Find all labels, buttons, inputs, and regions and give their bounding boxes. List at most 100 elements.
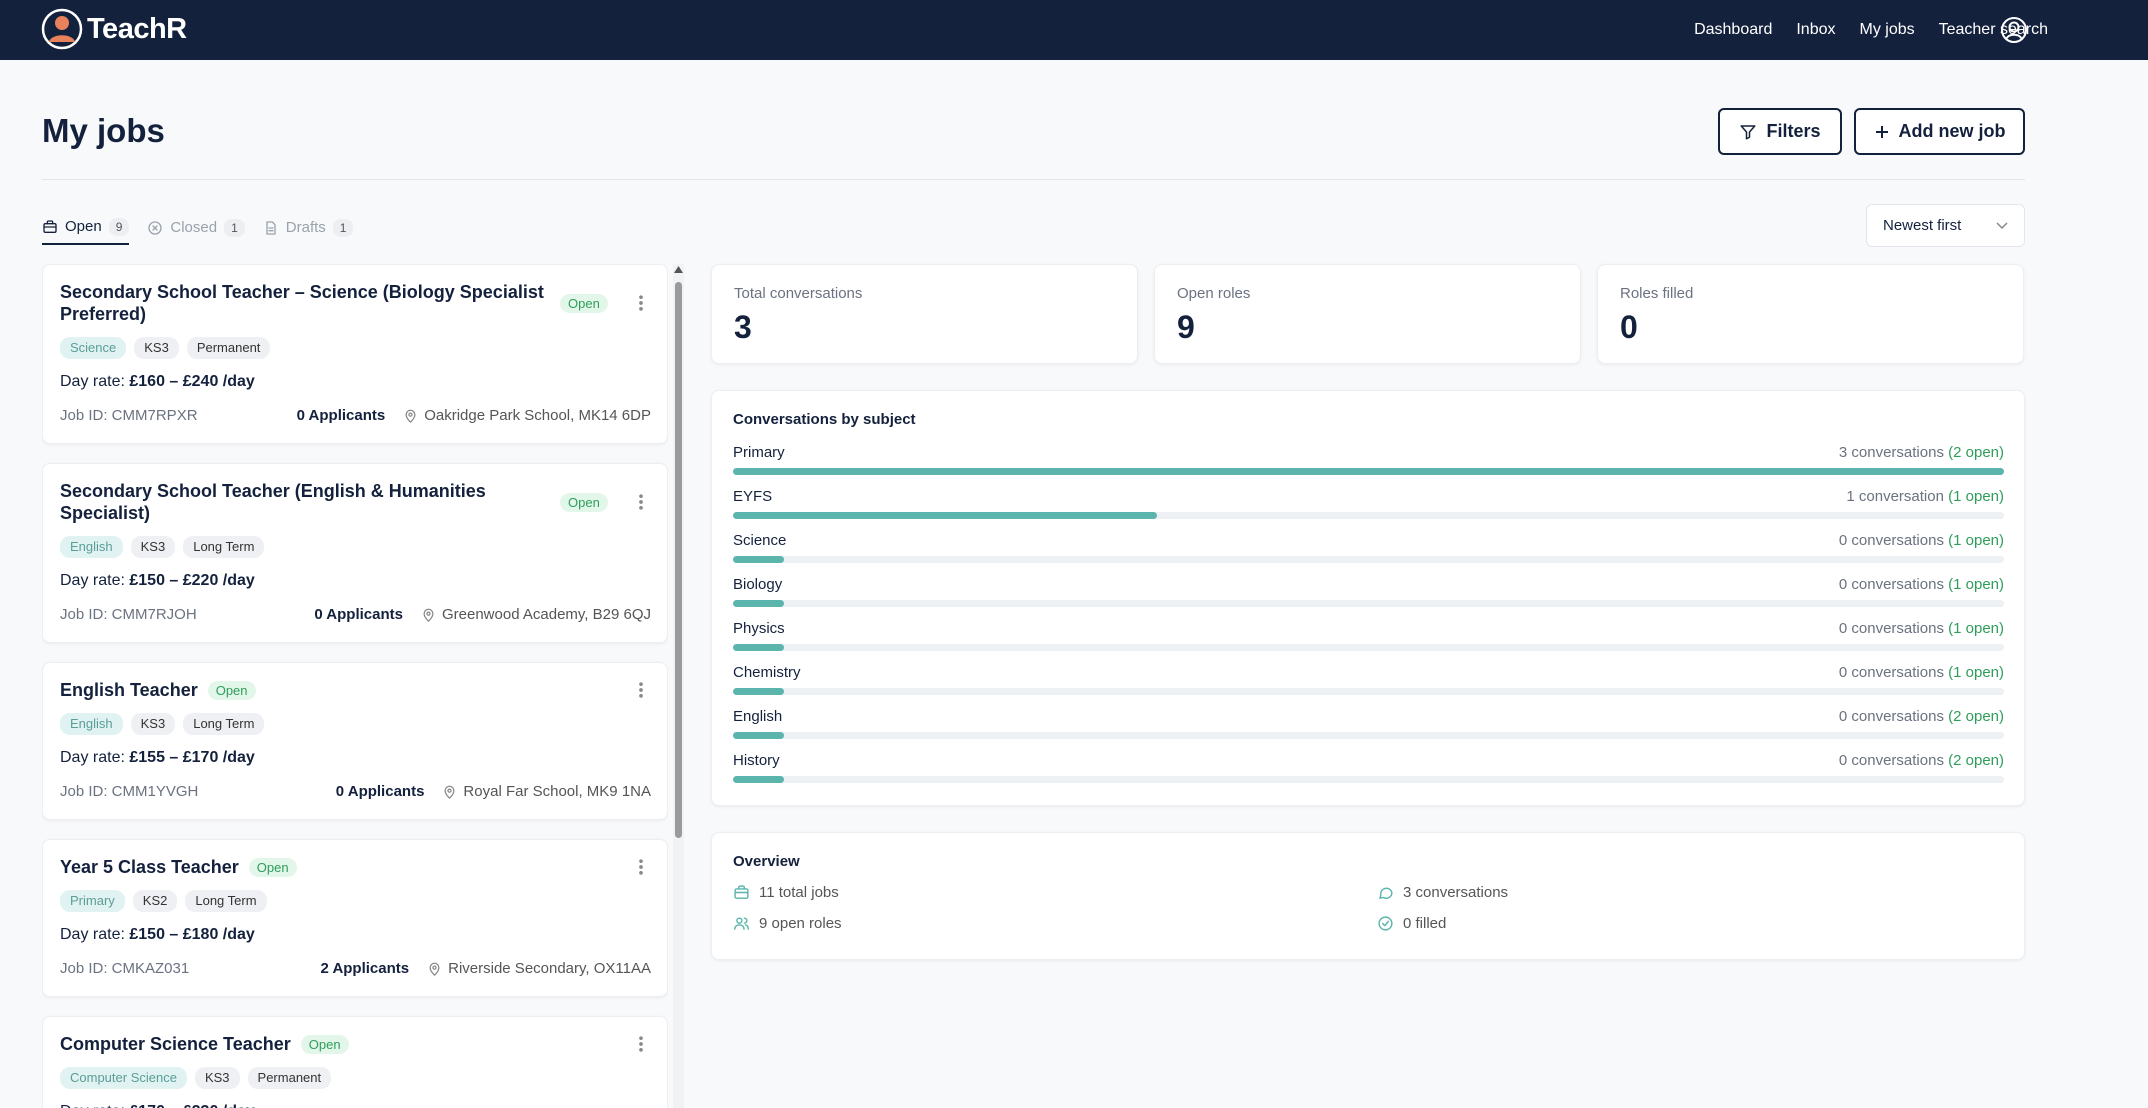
add-job-button[interactable]: Add new job [1854,108,2025,155]
subject-counts: 0 conversations (1 open) [1839,530,2004,552]
subject-row: Physics 0 conversations (1 open) [733,618,2004,662]
job-card[interactable]: Secondary School Teacher (English & Huma… [42,463,668,643]
tab-icon [266,220,276,235]
subjects-panel: Conversations by subject Primary 3 conver… [711,390,2025,806]
location-text: Riverside Secondary, OX11AA [448,960,651,977]
open-count: (2 open) [1948,708,2004,725]
more-menu[interactable] [631,680,651,700]
sort-dropdown[interactable]: Newest first [1866,204,2025,247]
more-menu[interactable] [631,293,651,313]
tab-icon [148,220,163,235]
open-count: (1 open) [1948,532,2004,549]
conversation-count: 0 conversations [1838,752,1944,769]
location: Oakridge Park School, MK14 6DP [403,405,651,427]
overview-text: 0 filled [1403,915,1447,932]
job-card[interactable]: English Teacher Open English KS3 Long Term Da… [42,662,668,820]
day-rate-value: £155 – £170 /day [129,749,255,766]
tag-list: Science KS3 Permanent [60,337,651,359]
job-title: English Teacher [60,680,198,700]
progress-bar [733,468,2004,475]
subject-row-header: Science 0 conversations (1 open) [733,530,2004,552]
stat-label: Roles filled [1620,285,1694,302]
progress-bar [733,732,784,739]
job-card-header: Secondary School Teacher – Science (Biol… [60,281,651,325]
conversation-count: 0 conversations [1838,620,1944,637]
conversation-count: 0 conversations [1838,576,1944,593]
subject-name: History [733,752,780,769]
subject-name: EYFS [733,488,773,505]
progress-track [733,732,2004,739]
subject-row-header: Physics 0 conversations (1 open) [733,618,2004,640]
stat-card: Open roles 9 [1154,264,1581,364]
day-rate: Day rate: £155 – £170 /day [60,747,651,769]
brand-logo [41,8,83,50]
filters-button[interactable]: Filters [1718,108,1842,155]
scrollbar-thumb[interactable] [675,282,682,838]
job-card[interactable]: Secondary School Teacher – Science (Biol… [42,264,668,444]
subject-row: English 0 conversations (2 open) [733,706,2004,750]
subject-row-header: English 0 conversations (2 open) [733,706,2004,728]
applicants: 2 Applicants [320,960,410,977]
subjects-title: Conversations by subject [733,411,916,428]
progress-bar [733,556,784,563]
account-icon[interactable] [2000,16,2028,44]
tab[interactable]: Open 9 [42,210,130,245]
subject-row: Chemistry 0 conversations (1 open) [733,662,2004,706]
job-card[interactable]: Year 5 Class Teacher Open Primary KS2 Long T… [42,839,668,997]
subject-row-header: Primary 3 conversations (2 open) [733,442,2004,464]
job-card[interactable]: Computer Science Teacher Open Computer Sci… [42,1016,668,1108]
more-menu[interactable] [631,857,651,877]
progress-track [733,556,2004,563]
brand-name: TeachR [87,12,187,45]
subject-counts: 0 conversations (2 open) [1839,750,2004,772]
conversation-count: 0 conversations [1838,532,1944,549]
subject-row-header: History 0 conversations (2 open) [733,750,2004,772]
nav-link[interactable]: My jobs [1859,21,1915,38]
tag-list: Primary KS2 Long Term [60,890,651,912]
job-id: Job ID: CMKAZ031 [60,960,190,977]
progress-bar [733,600,784,607]
job-title: Secondary School Teacher (English & Huma… [60,481,486,523]
tag-list: Computer Science KS3 Permanent [60,1067,651,1089]
overview-item: 0 filled [1377,915,1977,932]
tab-label: Open [65,218,102,235]
job-footer: Job ID: CMM7RJOH 0 Applicants Greenwood Ac… [60,604,651,626]
tag: Permanent [186,337,271,359]
overview-grid: 11 total jobs 3 conversations 9 open roles… [733,884,2024,932]
scrollbar-arrow[interactable] [674,266,683,273]
location-text: Oakridge Park School, MK14 6DP [424,407,651,424]
subject-row: EYFS 1 conversation (1 open) [733,486,2004,530]
conversation-count: 3 conversations [1838,444,1944,461]
tab[interactable]: Closed 1 [147,210,245,245]
more-menu[interactable] [631,1034,651,1054]
day-rate: Day rate: £170 – £230 /day [60,1101,651,1108]
pin-icon [429,962,440,976]
job-card-header: Year 5 Class Teacher Open [60,856,651,878]
nav-link[interactable]: Inbox [1796,21,1836,38]
progress-track [733,644,2004,651]
subject-row-header: EYFS 1 conversation (1 open) [733,486,2004,508]
tag: KS3 [130,536,176,558]
location: Riverside Secondary, OX11AA [427,958,651,980]
nav-link[interactable]: Dashboard [1694,21,1773,38]
brand[interactable]: TeachR [41,8,187,50]
tab[interactable]: Drafts 1 [263,210,354,245]
progress-track [733,600,2004,607]
pin-icon [423,608,434,622]
applicants: 0 Applicants [314,606,403,623]
job-card-header: English Teacher Open [60,679,651,701]
more-menu[interactable] [631,492,651,512]
subject-row: Biology 0 conversations (1 open) [733,574,2004,618]
job-footer: Job ID: CMM1YVGH 0 Applicants Royal Far Sc… [60,781,651,803]
location: Greenwood Academy, B29 6QJ [421,604,651,626]
tag: KS2 [132,890,178,912]
job-list: Secondary School Teacher – Science (Biol… [42,264,668,1108]
subject-row: Science 0 conversations (1 open) [733,530,2004,574]
nav-link[interactable]: Teacher search [1938,21,2048,38]
tag: Science [60,337,127,359]
subject-name: Science [733,532,787,549]
overview-item: 11 total jobs [733,884,1377,901]
stat-value: 3 [734,309,752,345]
